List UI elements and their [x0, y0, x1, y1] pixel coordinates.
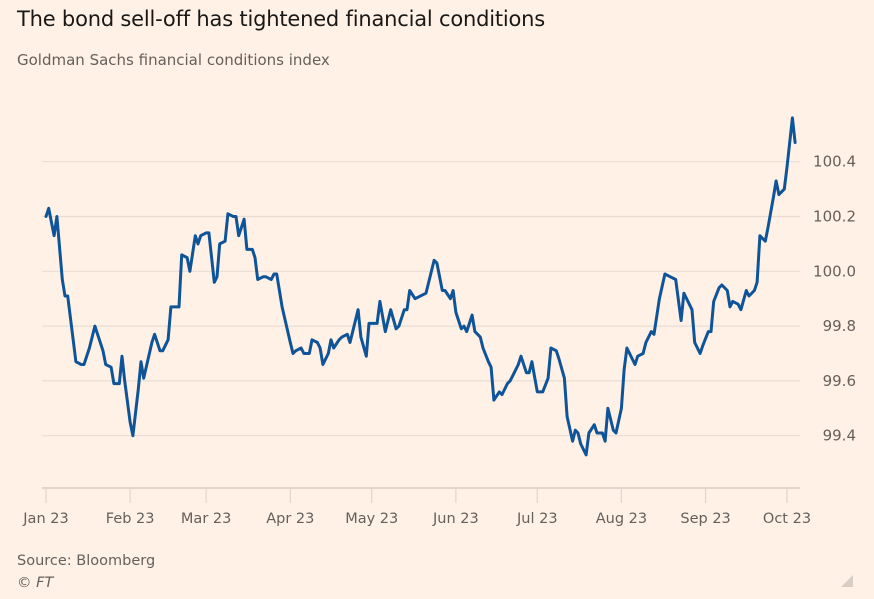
x-tick-label: Mar 23 — [181, 511, 231, 527]
y-tick-label: 100.4 — [813, 153, 856, 171]
chart-title: The bond sell-off has tightened financia… — [17, 7, 546, 31]
y-tick-label: 100.0 — [813, 262, 856, 280]
resize-handle-icon[interactable] — [841, 575, 853, 587]
x-axis: Jan 23 Feb 23 Mar 23 Apr 23 May 23 Jun 23 Jul … — [22, 487, 811, 527]
x-tick-label: Jun 23 — [432, 511, 479, 527]
x-tick-label: Jul 23 — [516, 511, 558, 527]
copyright-note: © FT — [17, 575, 54, 591]
series-layer — [44, 116, 797, 457]
x-tick-label: Sep 23 — [680, 511, 730, 527]
x-tick-label: Aug 23 — [596, 511, 647, 527]
x-tick-label: Jan 23 — [22, 511, 68, 527]
x-tick-label: Oct 23 — [763, 511, 811, 527]
chart-subtitle: Goldman Sachs financial conditions index — [17, 51, 330, 69]
series-line — [44, 116, 797, 457]
y-axis-labels: 99.4 99.6 99.8 100.0 100.2 100.4 — [813, 153, 856, 445]
y-tick-label: 100.2 — [813, 208, 856, 226]
gridlines — [42, 161, 800, 437]
y-tick-label: 99.6 — [823, 372, 856, 390]
y-tick-label: 99.8 — [823, 317, 856, 335]
y-tick-label: 99.4 — [823, 427, 856, 445]
x-tick-label: Feb 23 — [106, 511, 155, 527]
x-tick-label: May 23 — [345, 511, 398, 527]
x-tick-label: Apr 23 — [266, 511, 314, 527]
source-note: Source: Bloomberg — [17, 553, 156, 569]
